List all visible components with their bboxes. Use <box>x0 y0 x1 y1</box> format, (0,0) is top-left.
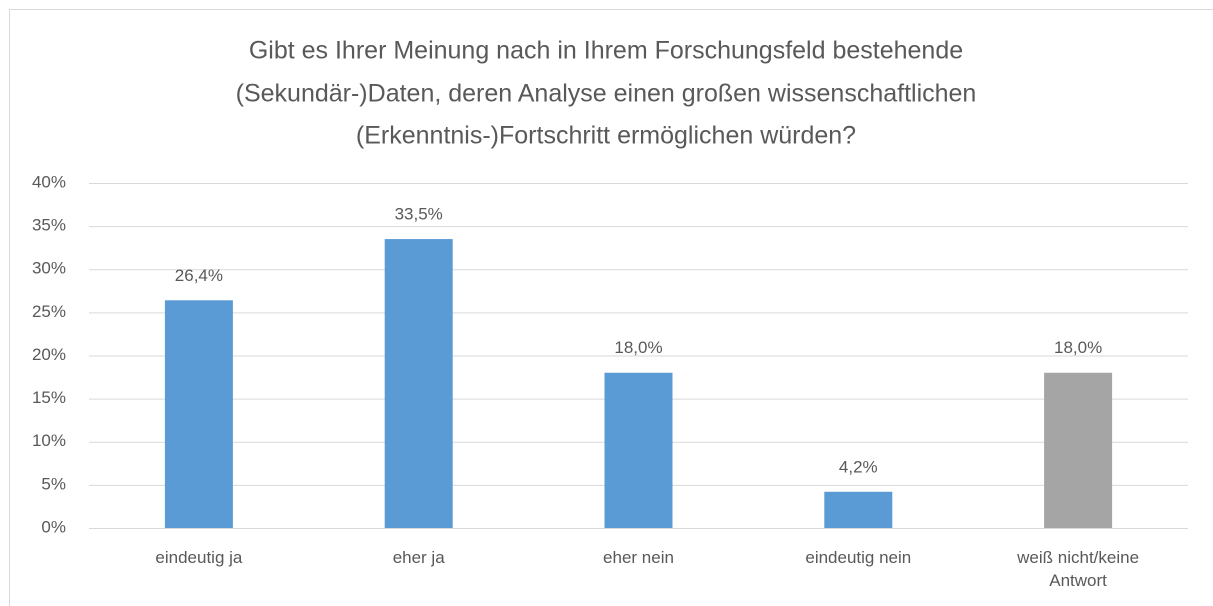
x-tick-label: eindeutig ja <box>155 548 243 567</box>
bar <box>1044 372 1113 528</box>
y-tick-label: 20% <box>32 345 66 364</box>
x-tick-label: eher ja <box>392 548 445 567</box>
chart-title: (Sekundär-)Daten, deren Analyse einen gr… <box>236 80 977 108</box>
x-tick-label: weiß nicht/keine Antwort <box>1017 548 1140 590</box>
x-tick-label: eindeutig nein <box>805 548 912 567</box>
data-label: 26,4% <box>175 266 223 285</box>
chart-border <box>9 9 1213 606</box>
y-tick-label: 40% <box>32 172 66 191</box>
bar <box>384 239 453 528</box>
data-label: 33,5% <box>395 205 443 224</box>
bar <box>604 372 673 528</box>
data-label: 4,2% <box>839 457 878 476</box>
y-tick-label: 30% <box>32 259 66 278</box>
chart-title: (Erkenntnis-)Fortschritt ermöglichen wür… <box>356 122 856 150</box>
y-tick-label: 15% <box>32 388 66 407</box>
y-tick-label: 0% <box>41 517 66 536</box>
data-label: 18,0% <box>1054 338 1102 357</box>
y-tick-label: 5% <box>41 474 66 493</box>
y-tick-label: 10% <box>32 431 66 450</box>
x-tick-label: eher nein <box>603 548 674 567</box>
bar <box>824 491 893 528</box>
y-tick-label: 25% <box>32 302 66 321</box>
y-tick-label: 35% <box>32 216 66 235</box>
data-label: 18,0% <box>614 338 662 357</box>
chart-title: Gibt es Ihrer Meinung nach in Ihrem Fors… <box>249 37 963 65</box>
bar <box>164 300 233 528</box>
